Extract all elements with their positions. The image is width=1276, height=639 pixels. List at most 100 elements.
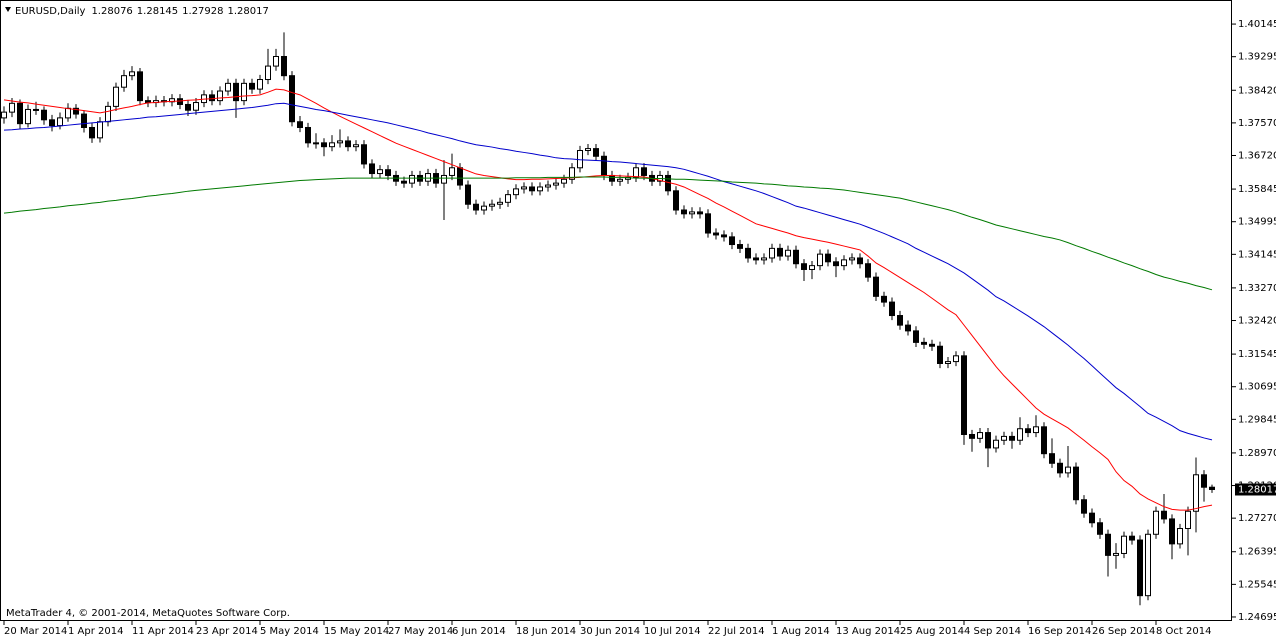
candle-body xyxy=(585,148,591,152)
y-tick-label: 1.36720 xyxy=(1238,151,1276,162)
candle-body xyxy=(185,103,191,111)
candle-body xyxy=(105,105,111,123)
candle-body xyxy=(857,257,863,265)
candle-body xyxy=(697,211,703,215)
candle-body xyxy=(905,324,911,332)
candle-body xyxy=(217,90,223,102)
candle-body xyxy=(329,142,335,148)
candle-body xyxy=(1137,539,1143,597)
candle-body xyxy=(1025,428,1031,434)
candle-body xyxy=(465,184,471,205)
candle-body xyxy=(409,174,415,184)
candle-body xyxy=(377,169,383,175)
candle-body xyxy=(793,249,799,265)
header: EURUSD,Daily 1.28076 1.28145 1.27928 1.28017 xyxy=(15,6,269,17)
y-tick-label: 1.37570 xyxy=(1238,118,1276,129)
candle-body xyxy=(129,71,135,77)
candle-body xyxy=(721,234,727,238)
candle-body xyxy=(1,111,7,119)
candle-body xyxy=(537,186,543,192)
candle-body xyxy=(441,174,447,184)
low-value: 1.27928 xyxy=(182,6,223,17)
candle-body xyxy=(305,126,311,144)
moving-average xyxy=(3,102,1213,441)
y-tick-label: 1.35845 xyxy=(1238,184,1276,195)
candle-body xyxy=(841,259,847,267)
candle-body xyxy=(385,169,391,176)
y-tick-label: 1.34145 xyxy=(1238,249,1276,260)
menu-arrow[interactable] xyxy=(5,7,11,12)
candle-body xyxy=(561,178,567,184)
candle-body xyxy=(801,263,807,270)
x-tick-label: 6 Jun 2014 xyxy=(452,626,506,637)
x-tick-label: 13 Aug 2014 xyxy=(836,626,900,637)
candle-body xyxy=(505,194,511,203)
moving-average xyxy=(3,88,1213,511)
candle-body xyxy=(241,82,247,102)
y-tick-label: 1.40145 xyxy=(1238,19,1276,30)
candle-body xyxy=(1017,428,1023,441)
candle-body xyxy=(137,71,143,102)
candle-body xyxy=(353,144,359,148)
candle-body xyxy=(345,140,351,148)
candle-body xyxy=(617,178,623,182)
candle-body xyxy=(673,190,679,211)
candle-body xyxy=(265,65,271,81)
candle-body xyxy=(593,148,599,157)
x-tick-label: 27 May 2014 xyxy=(388,626,453,637)
high-value: 1.28145 xyxy=(137,6,178,17)
candle-body xyxy=(849,257,855,261)
candle-body xyxy=(209,94,215,102)
candle-body xyxy=(1169,518,1175,545)
x-tick-label: 1 Aug 2014 xyxy=(772,626,830,637)
candle-body xyxy=(1041,426,1047,455)
candle-body xyxy=(1073,466,1079,501)
candle-body xyxy=(1145,533,1151,597)
y-tick-label: 1.27270 xyxy=(1238,513,1276,524)
candle-body xyxy=(761,257,767,261)
candle-body xyxy=(785,249,791,257)
candle-body xyxy=(121,75,127,88)
candle-body xyxy=(601,155,607,176)
candle-body xyxy=(297,121,303,128)
x-tick-label: 23 Apr 2014 xyxy=(196,626,258,637)
candle-body xyxy=(993,439,999,449)
y-tick-label: 1.31545 xyxy=(1238,349,1276,360)
candle-body xyxy=(1201,474,1207,488)
candle-body xyxy=(65,107,71,119)
candle-body xyxy=(9,102,15,113)
candle-body xyxy=(809,265,815,270)
candle-body xyxy=(985,432,991,449)
candle-body xyxy=(529,186,535,192)
candle-body xyxy=(73,107,79,115)
candle-body xyxy=(945,361,951,364)
candle-body xyxy=(1177,528,1183,545)
y-tick-label: 1.28970 xyxy=(1238,448,1276,459)
candle-body xyxy=(889,301,895,317)
x-tick-label: 5 May 2014 xyxy=(260,626,319,637)
close-value: 1.28017 xyxy=(228,6,269,17)
candle-body xyxy=(937,345,943,364)
candle-body xyxy=(425,173,431,182)
candle-body xyxy=(521,186,527,190)
candle-body xyxy=(553,182,559,186)
candle-body xyxy=(89,126,95,139)
candle-body xyxy=(145,100,151,104)
x-tick-label: 11 Apr 2014 xyxy=(132,626,194,637)
candle-body xyxy=(57,117,63,127)
candle-body xyxy=(25,108,31,125)
plot-frame xyxy=(0,0,1232,621)
candle-body xyxy=(745,247,751,259)
y-tick-label: 1.25545 xyxy=(1238,579,1276,590)
candle-body xyxy=(545,184,551,188)
candle-body xyxy=(977,432,983,439)
candle-body xyxy=(897,315,903,326)
candle-body xyxy=(1129,535,1135,541)
copyright: MetaTrader 4, © 2001-2014, MetaQuotes So… xyxy=(6,608,290,619)
candle-body xyxy=(481,205,487,211)
y-tick-label: 1.24695 xyxy=(1238,612,1276,623)
moving-average xyxy=(3,176,1213,291)
candle-body xyxy=(1161,510,1167,520)
